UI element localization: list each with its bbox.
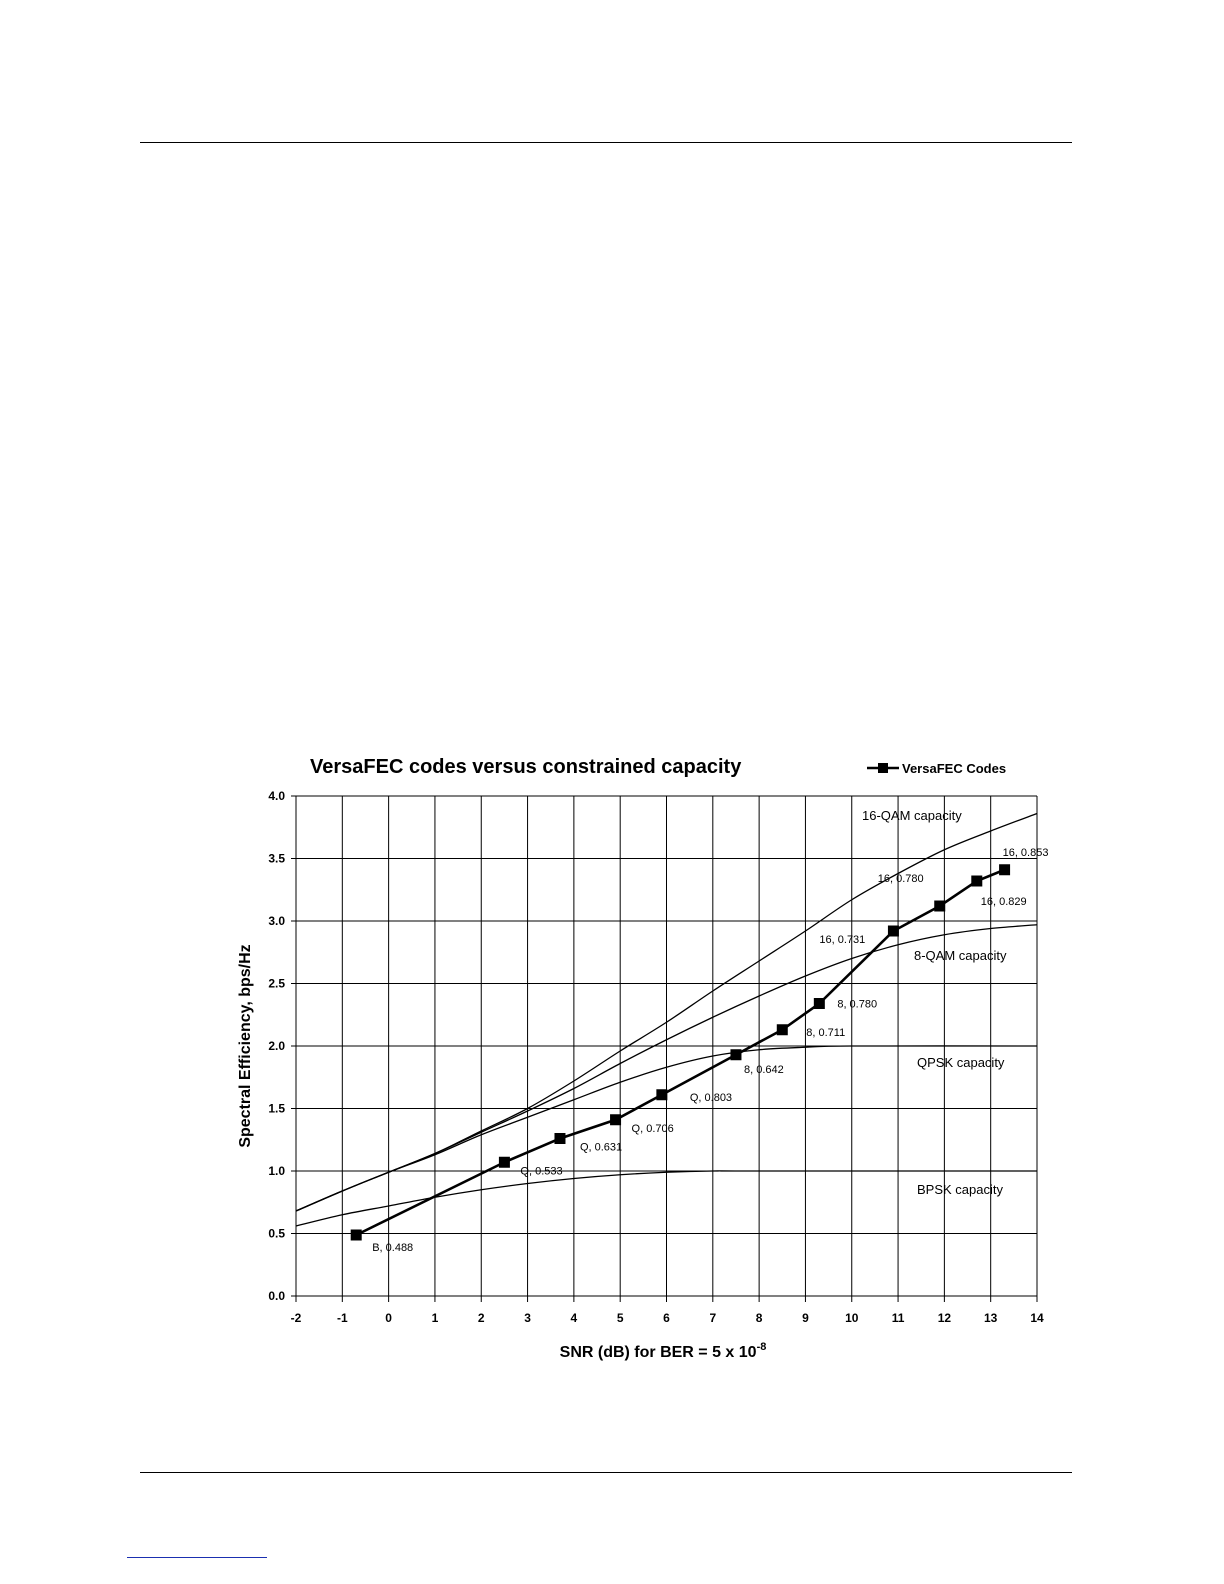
x-tick-label: 1 <box>432 1311 439 1325</box>
y-tick-label: 3.5 <box>268 852 285 866</box>
x-tick-label: 2 <box>478 1311 485 1325</box>
data-point <box>350 1229 362 1241</box>
data-label: 16, 0.731 <box>819 934 865 946</box>
data-label: 8, 0.642 <box>744 1064 784 1076</box>
data-label: B, 0.488 <box>372 1242 413 1254</box>
x-tick-label: 5 <box>617 1311 624 1325</box>
data-point <box>554 1133 566 1144</box>
y-tick-label: 0.0 <box>268 1289 285 1303</box>
legend-label: VersaFEC Codes <box>902 761 1006 776</box>
legend: VersaFEC Codes <box>867 761 1006 776</box>
versafec-series: B, 0.488 Q, 0.533 Q, 0.631 Q, 0.706 Q, 0.803… <box>350 847 1049 1254</box>
data-label: Q, 0.533 <box>520 1165 562 1177</box>
data-label: 16, 0.829 <box>981 896 1027 908</box>
data-point <box>730 1049 742 1061</box>
x-tick-label: 13 <box>984 1311 998 1325</box>
footer-link-underline <box>127 1557 267 1558</box>
curve-label-8-qam-capacity: 8-QAM capacity <box>914 948 1007 963</box>
data-label: 16, 0.780 <box>878 873 924 885</box>
capacity-curves: BPSK capacity QPSK capacity 8-QAM capacity… <box>295 808 1038 1227</box>
data-label: 8, 0.711 <box>806 1027 845 1039</box>
y-tick-label: 4.0 <box>268 789 285 803</box>
curve-label-16-qam-capacity: 16-QAM capacity <box>862 808 962 823</box>
data-label: Q, 0.631 <box>580 1142 622 1154</box>
y-tick-label: 2.0 <box>268 1039 285 1053</box>
x-axis-title-text: SNR (dB) for BER = 5 x 10 <box>560 1344 757 1361</box>
grid <box>291 795 1038 1302</box>
x-tick-label: 14 <box>1030 1311 1044 1325</box>
y-axis-title: Spectral Efficiency, bps/Hz <box>237 944 254 1147</box>
series-line <box>355 868 1006 1237</box>
y-tick-label: 2.5 <box>268 977 285 991</box>
data-point <box>999 864 1011 876</box>
x-tick-label: 7 <box>709 1311 716 1325</box>
curve-16-qam-capacity <box>295 812 1038 1212</box>
data-point <box>656 1089 668 1101</box>
legend-marker <box>878 763 888 773</box>
x-tick-label: 11 <box>892 1311 905 1325</box>
x-tick-label: 0 <box>385 1311 392 1325</box>
data-point <box>934 900 946 912</box>
x-axis-title: SNR (dB) for BER = 5 x 10-8 <box>560 1341 767 1361</box>
y-tick-label: 1.0 <box>268 1164 285 1178</box>
page-header-rule <box>140 142 1072 143</box>
curve-label-qpsk-capacity: QPSK capacity <box>917 1055 1005 1070</box>
x-axis-title-exponent: -8 <box>757 1341 767 1353</box>
curve-bpsk-capacity <box>295 1170 1037 1227</box>
x-tick-label: 10 <box>845 1311 859 1325</box>
data-label: 8, 0.780 <box>837 999 877 1011</box>
x-tick-label: 12 <box>938 1311 952 1325</box>
x-tick-label: 9 <box>802 1311 809 1325</box>
x-tick-label: -1 <box>337 1311 348 1325</box>
x-tick-label: 4 <box>571 1311 578 1325</box>
data-label: Q, 0.803 <box>690 1092 732 1104</box>
y-tick-label: 3.0 <box>268 914 285 928</box>
data-point <box>498 1156 510 1168</box>
curve-label-bpsk-capacity: BPSK capacity <box>917 1182 1003 1197</box>
y-tick-label: 0.5 <box>268 1227 285 1241</box>
chart-title: VersaFEC codes versus constrained capaci… <box>310 756 742 778</box>
x-tick-label: 8 <box>756 1311 763 1325</box>
x-tick-label: 3 <box>524 1311 531 1325</box>
data-point <box>887 925 899 937</box>
data-point <box>813 998 825 1009</box>
data-point <box>971 875 983 887</box>
data-label: Q, 0.706 <box>632 1123 674 1135</box>
axes: -2 -1 0 1 2 3 4 5 6 7 8 9 10 11 12 13 140.00.51.01.52.02… <box>268 789 1044 1325</box>
data-label: 16, 0.853 <box>1003 847 1049 859</box>
x-tick-label: -2 <box>291 1311 302 1325</box>
data-point <box>776 1024 788 1036</box>
data-point <box>610 1114 622 1126</box>
x-tick-label: 6 <box>663 1311 670 1325</box>
page-footer-rule <box>140 1472 1072 1473</box>
y-tick-label: 1.5 <box>268 1102 285 1116</box>
